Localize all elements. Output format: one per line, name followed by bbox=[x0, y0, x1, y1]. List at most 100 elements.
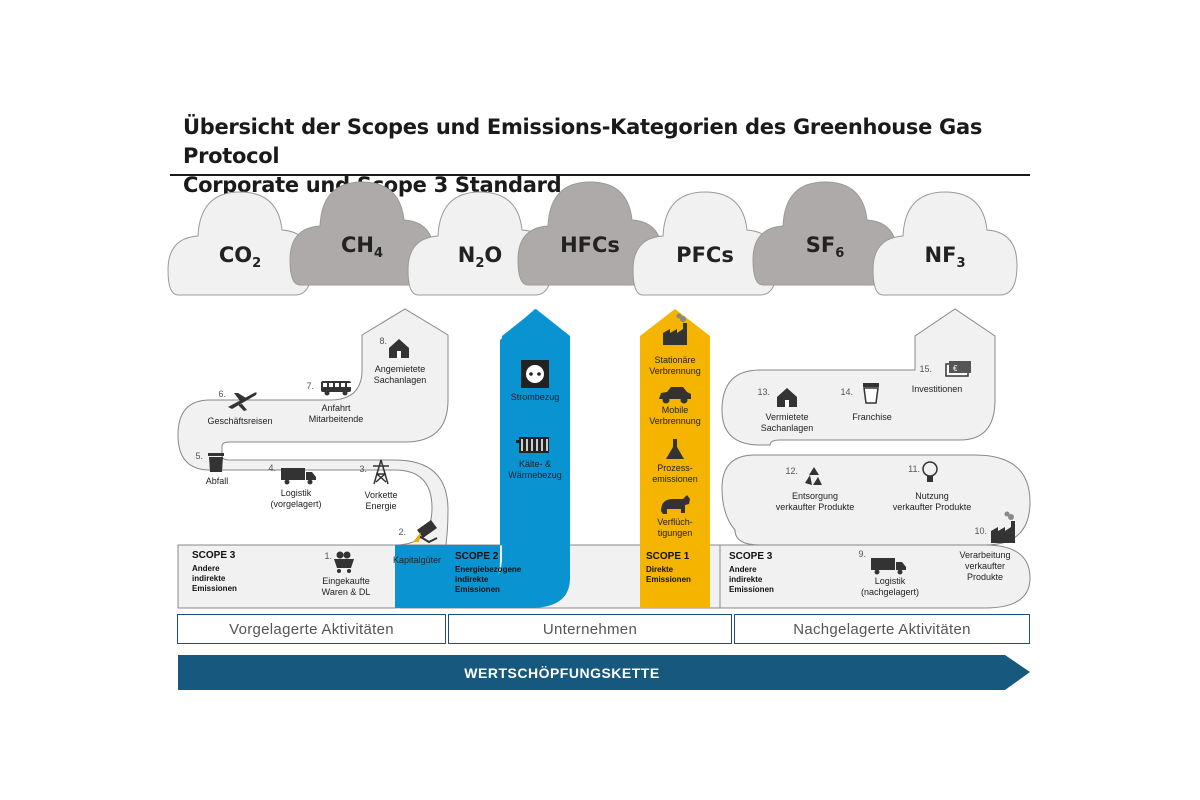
category-item: 9. Logistik(nachgelagert) bbox=[858, 549, 919, 597]
scope1-item: Verflüch-tigungen bbox=[657, 495, 693, 538]
item-label: Angemietete bbox=[375, 364, 426, 374]
title-line-1: Übersicht der Scopes und Emissions-Kateg… bbox=[183, 115, 983, 168]
item-number: 14. bbox=[840, 387, 853, 397]
category-item: 5. Abfall bbox=[195, 451, 228, 486]
item-label: Vermietete bbox=[765, 412, 808, 422]
item-label: Prozess- bbox=[657, 463, 693, 473]
item-label: Verbrennung bbox=[649, 366, 701, 376]
gas-label: SF6 bbox=[806, 233, 845, 261]
house-icon bbox=[777, 388, 797, 407]
category-item: 4. Logistik(vorgelagert) bbox=[268, 463, 321, 509]
item-label: Verarbeitung bbox=[959, 550, 1010, 560]
item-label: Produkte bbox=[967, 572, 1003, 582]
cart-icon bbox=[334, 551, 354, 573]
item-label: Strombezug bbox=[511, 392, 560, 402]
gas-cloud: CH4 bbox=[289, 181, 435, 286]
svg-text:SCOPE 2: SCOPE 2 bbox=[455, 551, 499, 562]
svg-text:indirekte: indirekte bbox=[455, 575, 489, 584]
gas-cloud: CO2 bbox=[167, 191, 313, 296]
downstream-path bbox=[711, 454, 1031, 609]
house-icon bbox=[389, 339, 409, 358]
upstream-path bbox=[177, 308, 449, 609]
item-label: emissionen bbox=[652, 474, 698, 484]
activity-company-label: Unternehmen bbox=[542, 620, 638, 638]
flask-icon bbox=[666, 439, 684, 459]
scope2-item: Kälte- &Wärmebezug bbox=[508, 437, 562, 480]
gas-label: HFCs bbox=[560, 233, 620, 257]
item-number: 11. bbox=[908, 464, 920, 474]
downstream-upper-path bbox=[721, 308, 996, 446]
svg-text:SCOPE 3: SCOPE 3 bbox=[192, 550, 236, 561]
item-label: (vorgelagert) bbox=[270, 499, 321, 509]
svg-text:Emissionen: Emissionen bbox=[192, 584, 237, 593]
gas-label: CH4 bbox=[341, 233, 383, 261]
gas-cloud: NF3 bbox=[872, 191, 1018, 296]
trash-bin-icon bbox=[208, 453, 224, 472]
power-socket-icon bbox=[521, 360, 549, 388]
item-label: Verbrennung bbox=[649, 416, 701, 426]
item-label: Logistik bbox=[281, 488, 312, 498]
item-label: tigungen bbox=[658, 528, 693, 538]
gas-cloud: N2O bbox=[407, 191, 553, 296]
gas-cloud: HFCs bbox=[517, 181, 663, 286]
svg-text:indirekte: indirekte bbox=[729, 575, 763, 584]
factory-icon bbox=[663, 313, 687, 345]
item-number: 13. bbox=[757, 387, 770, 397]
item-number: 7. bbox=[306, 381, 314, 391]
value-chain-label: WERTSCHÖPFUNGSKETTE bbox=[464, 665, 659, 681]
bus-icon bbox=[321, 381, 351, 396]
item-label: (nachgelagert) bbox=[861, 587, 919, 597]
value-chain-arrow bbox=[178, 655, 1030, 690]
item-label: Eingekaufte bbox=[322, 576, 370, 586]
item-number: 3. bbox=[359, 464, 367, 474]
gas-cloud: PFCs bbox=[632, 191, 778, 296]
item-label: Franchise bbox=[852, 412, 892, 422]
airplane-icon bbox=[228, 392, 257, 411]
gas-label: CO2 bbox=[219, 243, 261, 271]
svg-text:Emissionen: Emissionen bbox=[646, 575, 691, 584]
svg-text:Emissionen: Emissionen bbox=[455, 585, 500, 594]
gas-label: PFCs bbox=[676, 243, 734, 267]
item-number: 4. bbox=[268, 463, 276, 473]
item-label: Energie bbox=[365, 501, 396, 511]
truck-icon bbox=[871, 558, 906, 575]
item-label: Mitarbeitende bbox=[309, 414, 364, 424]
item-number: 2. bbox=[398, 527, 406, 537]
machine-icon bbox=[413, 520, 438, 544]
cow-icon bbox=[661, 495, 690, 514]
lightbulb-icon bbox=[922, 461, 938, 482]
activity-downstream-label: Nachgelagerte Aktivitäten bbox=[793, 620, 971, 638]
item-number: 1. bbox=[324, 551, 332, 561]
item-label: Vorkette bbox=[364, 490, 397, 500]
car-icon bbox=[659, 387, 691, 404]
item-label: Waren & DL bbox=[322, 587, 371, 597]
item-label: Sachanlagen bbox=[374, 375, 427, 385]
activity-downstream-box: Nachgelagerte Aktivitäten bbox=[734, 614, 1030, 644]
activity-company-box: Unternehmen bbox=[448, 614, 732, 644]
svg-text:SCOPE 3: SCOPE 3 bbox=[729, 551, 773, 562]
factory-icon bbox=[991, 511, 1015, 543]
item-label: verkaufter Produkte bbox=[776, 502, 855, 512]
gas-label: N2O bbox=[458, 243, 502, 271]
page-title: Übersicht der Scopes und Emissions-Kateg… bbox=[183, 113, 1083, 200]
activity-upstream-label: Vorgelagerte Aktivitäten bbox=[229, 620, 394, 638]
svg-text:Energiebezogene: Energiebezogene bbox=[455, 565, 522, 574]
item-label: Investitionen bbox=[912, 384, 963, 394]
item-label: Anfahrt bbox=[321, 403, 351, 413]
category-item: €15. Investitionen bbox=[912, 361, 971, 394]
item-label: Logistik bbox=[875, 576, 906, 586]
item-label: Geschäftsreisen bbox=[207, 416, 272, 426]
svg-text:Emissionen: Emissionen bbox=[729, 585, 774, 594]
scope-label: SCOPE 2 EnergiebezogeneindirekteEmissione… bbox=[455, 551, 522, 594]
svg-text:Andere: Andere bbox=[192, 564, 220, 573]
scope2-item: Strombezug bbox=[511, 360, 560, 402]
